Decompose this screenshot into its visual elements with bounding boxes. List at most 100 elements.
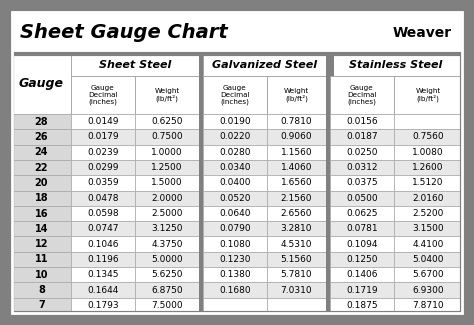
Text: 1.6560: 1.6560 bbox=[281, 178, 312, 188]
Text: Gauge
Decimal
(inches): Gauge Decimal (inches) bbox=[88, 85, 118, 105]
Bar bbox=[394, 175, 462, 190]
Text: 0.1230: 0.1230 bbox=[219, 255, 251, 264]
Text: Sheet Gauge Chart: Sheet Gauge Chart bbox=[20, 23, 228, 43]
Bar bbox=[394, 76, 462, 114]
Text: 4.3750: 4.3750 bbox=[151, 240, 183, 249]
Bar bbox=[330, 129, 394, 145]
Bar bbox=[203, 252, 267, 267]
Bar bbox=[267, 145, 326, 160]
Text: 2.6560: 2.6560 bbox=[281, 209, 312, 218]
Bar bbox=[203, 282, 267, 298]
Bar bbox=[12, 54, 462, 313]
Bar bbox=[12, 282, 71, 298]
Bar bbox=[71, 129, 135, 145]
Text: 0.1793: 0.1793 bbox=[87, 301, 119, 310]
Bar bbox=[203, 54, 326, 76]
Text: 0.0598: 0.0598 bbox=[87, 209, 119, 218]
Bar bbox=[71, 298, 135, 313]
Text: 14: 14 bbox=[35, 224, 48, 234]
Bar bbox=[12, 175, 71, 190]
Text: 0.7810: 0.7810 bbox=[281, 117, 312, 126]
Text: 0.0400: 0.0400 bbox=[219, 178, 251, 188]
Bar bbox=[135, 298, 199, 313]
Text: Stainless Steel: Stainless Steel bbox=[349, 60, 443, 70]
Bar bbox=[135, 190, 199, 206]
Text: Sheet Steel: Sheet Steel bbox=[99, 60, 171, 70]
Text: 0.1875: 0.1875 bbox=[346, 301, 378, 310]
Bar bbox=[394, 221, 462, 237]
Text: 2.1560: 2.1560 bbox=[281, 194, 312, 203]
Text: 0.1644: 0.1644 bbox=[87, 286, 118, 294]
Bar bbox=[203, 237, 267, 252]
Bar bbox=[267, 129, 326, 145]
Bar bbox=[203, 145, 267, 160]
Text: 0.0187: 0.0187 bbox=[346, 133, 378, 141]
Bar bbox=[135, 145, 199, 160]
Text: 0.0190: 0.0190 bbox=[219, 117, 251, 126]
Bar bbox=[326, 54, 330, 313]
Text: 0.6250: 0.6250 bbox=[151, 117, 183, 126]
Bar bbox=[330, 160, 394, 175]
Text: 0.0179: 0.0179 bbox=[87, 133, 119, 141]
Text: 8: 8 bbox=[38, 285, 45, 295]
Text: 0.0280: 0.0280 bbox=[219, 148, 251, 157]
Text: 0.0375: 0.0375 bbox=[346, 178, 378, 188]
Bar bbox=[12, 54, 462, 313]
Bar bbox=[267, 298, 326, 313]
Bar bbox=[330, 145, 394, 160]
Bar bbox=[12, 298, 71, 313]
Bar bbox=[71, 190, 135, 206]
Bar bbox=[394, 145, 462, 160]
Bar bbox=[199, 54, 203, 313]
Bar bbox=[135, 267, 199, 282]
Bar bbox=[71, 267, 135, 282]
Bar bbox=[330, 76, 394, 114]
Bar bbox=[12, 114, 71, 129]
Bar bbox=[394, 129, 462, 145]
Text: 0.0781: 0.0781 bbox=[346, 224, 378, 233]
Bar bbox=[267, 237, 326, 252]
Text: 2.5200: 2.5200 bbox=[412, 209, 444, 218]
Bar bbox=[135, 237, 199, 252]
Bar bbox=[267, 190, 326, 206]
Bar bbox=[267, 175, 326, 190]
Text: 3.2810: 3.2810 bbox=[281, 224, 312, 233]
Bar bbox=[267, 221, 326, 237]
Text: 7.5000: 7.5000 bbox=[151, 301, 183, 310]
Bar bbox=[135, 252, 199, 267]
Text: 7.8710: 7.8710 bbox=[412, 301, 444, 310]
Bar bbox=[330, 298, 394, 313]
Bar bbox=[12, 190, 71, 206]
Text: 0.0250: 0.0250 bbox=[346, 148, 378, 157]
Bar bbox=[203, 76, 267, 114]
Bar bbox=[203, 190, 267, 206]
Text: 28: 28 bbox=[35, 117, 48, 127]
Bar bbox=[203, 160, 267, 175]
Text: Gauge
Decimal
(inches): Gauge Decimal (inches) bbox=[347, 85, 377, 105]
Bar bbox=[330, 206, 394, 221]
Bar bbox=[71, 206, 135, 221]
Bar bbox=[203, 206, 267, 221]
Bar bbox=[267, 76, 326, 114]
Bar bbox=[12, 252, 71, 267]
Bar bbox=[203, 175, 267, 190]
Bar bbox=[12, 267, 71, 282]
Bar bbox=[12, 54, 71, 114]
Bar bbox=[71, 54, 199, 76]
Text: 2.5000: 2.5000 bbox=[151, 209, 183, 218]
Bar bbox=[71, 252, 135, 267]
Text: 4.5310: 4.5310 bbox=[281, 240, 312, 249]
Bar bbox=[12, 237, 71, 252]
Bar bbox=[330, 221, 394, 237]
Text: 1.0000: 1.0000 bbox=[151, 148, 183, 157]
Text: 0.0340: 0.0340 bbox=[219, 163, 251, 172]
Bar bbox=[267, 252, 326, 267]
Bar bbox=[394, 206, 462, 221]
Bar bbox=[326, 54, 330, 313]
Bar bbox=[135, 175, 199, 190]
Bar bbox=[267, 282, 326, 298]
Text: 26: 26 bbox=[35, 132, 48, 142]
Text: 2.0160: 2.0160 bbox=[412, 194, 444, 203]
Bar bbox=[71, 160, 135, 175]
Text: 5.0400: 5.0400 bbox=[412, 255, 444, 264]
